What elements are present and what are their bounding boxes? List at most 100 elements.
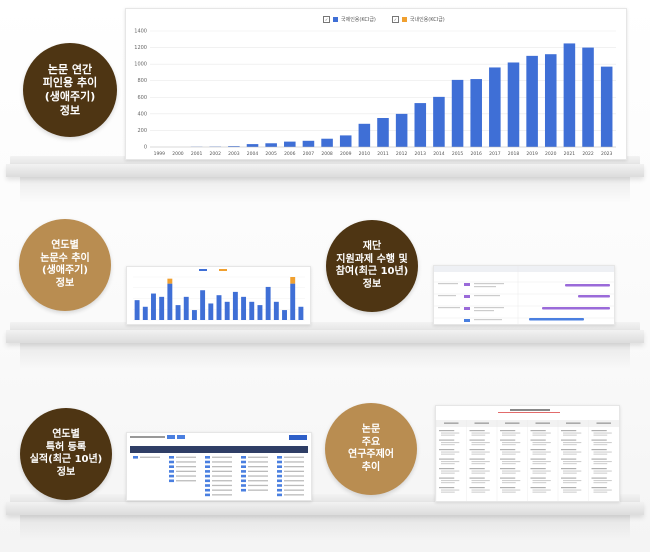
topic-cell-text (563, 482, 577, 484)
topic-cell-text (439, 430, 455, 432)
citation-bar[interactable] (563, 43, 576, 147)
topic-cell-text (502, 472, 516, 474)
paper-bar[interactable] (208, 303, 214, 320)
topic-cell-text (532, 491, 547, 493)
citation-bar[interactable] (284, 141, 296, 147)
y-tick-label: 1200 (134, 45, 147, 51)
gantt-bar (542, 307, 610, 310)
patent-cell-text (284, 475, 304, 477)
citation-bar[interactable] (246, 144, 259, 147)
patents-button[interactable] (289, 435, 307, 440)
patents-title (130, 436, 165, 438)
legend-item-international[interactable]: ✓ 국제인용(KCI급) (323, 16, 376, 23)
paper-bar[interactable] (167, 283, 173, 320)
topics-circle: 논문 주요 연구주제어 추이 (325, 403, 417, 495)
paper-bar[interactable] (273, 301, 279, 320)
citation-bar[interactable] (489, 67, 501, 147)
topic-cell-text (441, 489, 460, 491)
paper-bar[interactable] (282, 310, 287, 320)
topic-cell-text (532, 434, 547, 436)
paper-bar[interactable] (232, 291, 238, 320)
paper-bar[interactable] (298, 306, 304, 320)
citation-bar-chart: 0 200 400 600 800 1000 1200 1400 1999 2000 2001 200… (134, 29, 616, 157)
topic-cell-text (469, 439, 485, 441)
paper-bar[interactable] (249, 301, 255, 320)
citation-bar[interactable] (377, 118, 389, 147)
paper-bar[interactable] (191, 310, 197, 320)
topic-cell-text (500, 477, 516, 479)
paper-bar[interactable] (175, 305, 181, 320)
patent-tag (241, 465, 246, 468)
paper-bar-stack[interactable] (167, 278, 173, 284)
paper-bar[interactable] (257, 305, 263, 320)
topic-cell-text (441, 432, 460, 434)
x-tick-label: 2003 (228, 151, 240, 157)
topics-label: 논문 주요 연구주제어 추이 (348, 424, 394, 473)
y-tick-label: 200 (137, 128, 147, 134)
y-tick-label: 1400 (134, 29, 147, 35)
citation-bar[interactable] (358, 123, 371, 147)
topic-cell-text (441, 451, 460, 453)
citation-bar[interactable] (414, 103, 427, 147)
citation-bar[interactable] (470, 79, 482, 147)
legend-item-domestic[interactable]: ✓ 국내인용(KCI급) (391, 16, 445, 23)
citation-bar[interactable] (395, 113, 408, 147)
paper-bar[interactable] (134, 300, 140, 320)
legend-checkbox[interactable]: ✓ (391, 16, 399, 23)
paper-bar[interactable] (142, 306, 148, 320)
citation-bar[interactable] (321, 138, 333, 147)
citation-bar[interactable] (507, 62, 520, 147)
legend-checkbox[interactable]: ✓ (323, 16, 330, 23)
legend-swatch-orange (401, 17, 407, 22)
citation-bar[interactable] (451, 79, 464, 147)
topic-cell-text (502, 463, 516, 465)
patents-table-header (130, 446, 308, 453)
patent-tag (169, 456, 174, 459)
topic-cell-text (500, 439, 516, 441)
topic-cell-text (563, 434, 577, 436)
patent-cell-text (284, 466, 304, 468)
patent-cell-text (212, 470, 232, 472)
citation-bar[interactable] (600, 66, 613, 147)
patent-cell-text (212, 466, 232, 468)
y-tick-label: 400 (137, 111, 147, 117)
citation-bar[interactable] (544, 54, 557, 148)
patent-tag (205, 488, 210, 492)
paper-bar[interactable] (241, 296, 247, 320)
citation-bar[interactable] (265, 143, 277, 147)
x-tick-label: 2015 (452, 151, 464, 157)
topic-cell-text (500, 458, 516, 460)
topic-cell-text (441, 482, 455, 484)
patent-cell-text (284, 470, 304, 472)
x-tick-label: 2004 (247, 151, 259, 157)
y-tick-label: 600 (137, 95, 147, 101)
paper-bar[interactable] (151, 293, 156, 320)
patent-tag (277, 484, 282, 487)
topic-cell-text (471, 432, 490, 434)
citation-bar[interactable] (433, 96, 445, 147)
paper-bar-stack[interactable] (290, 277, 296, 284)
patent-cell-text (248, 466, 268, 468)
topic-cell-text (593, 444, 608, 446)
patent-tag (277, 460, 282, 464)
citations-circle: 논문 연간 피인용 추이 (생애주기) 정보 (23, 43, 117, 137)
paper-bar[interactable] (224, 301, 230, 320)
paper-bar[interactable] (183, 296, 189, 320)
patent-tag (205, 465, 210, 468)
citation-bar[interactable] (582, 47, 594, 148)
paper-bar[interactable] (159, 296, 165, 320)
citation-bar[interactable] (339, 135, 352, 147)
citation-bar[interactable] (526, 55, 538, 147)
papers-legend-orange (219, 269, 227, 271)
patent-tag (169, 474, 174, 478)
citation-bar[interactable] (228, 146, 240, 147)
topic-cell-text (561, 477, 577, 479)
paper-bar[interactable] (265, 286, 271, 320)
citation-bar[interactable] (302, 140, 315, 147)
topic-cell-text (471, 444, 486, 446)
paper-bar[interactable] (290, 283, 296, 320)
paper-bar[interactable] (216, 295, 222, 320)
paper-bar[interactable] (200, 290, 206, 320)
patents-badge (167, 435, 175, 439)
patents-circle: 연도별 특허 등록 실적(최근 10년) 정보 (20, 408, 112, 500)
